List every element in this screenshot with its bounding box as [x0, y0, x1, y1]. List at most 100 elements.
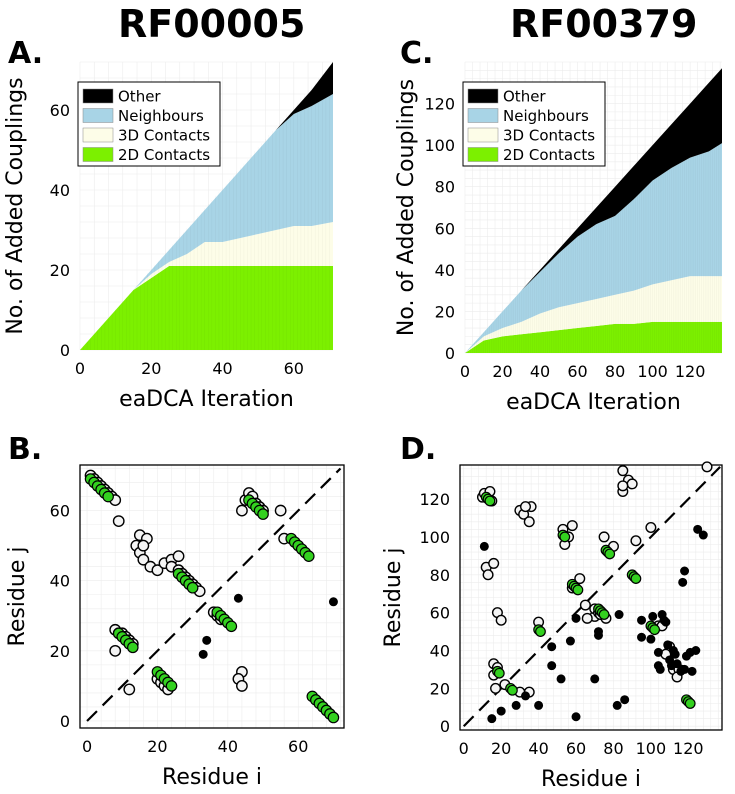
contact-3d-point: [172, 550, 185, 563]
x-tick-label-d: 100: [636, 739, 667, 758]
legend-label-other: Other: [503, 88, 546, 106]
x-tick-label-c: 20: [492, 362, 512, 381]
other-pair-point: [646, 634, 656, 644]
area-3d-contacts-c: [465, 276, 722, 353]
y-tick-label-b: 20: [50, 642, 70, 661]
contact-3d-point: [490, 682, 502, 694]
contact-3d-point: [581, 612, 593, 624]
y-axis-label-a: No. of Added Couplings: [3, 77, 28, 334]
other-pair-point: [678, 577, 688, 587]
contact-3d-point: [630, 535, 642, 547]
contact-2d-point: [302, 550, 315, 562]
area-neighbours-c: [465, 143, 722, 353]
y-tick-label-c: 120: [424, 95, 455, 114]
contact-3d-point: [520, 501, 532, 513]
contact-3d-point: [598, 531, 610, 543]
panel-label-d: D.: [400, 432, 437, 467]
other-pair-point: [590, 674, 600, 684]
other-pair-point: [233, 593, 243, 603]
legend-swatch-neighbours: [82, 108, 114, 123]
legend-label-neighbours: Neighbours: [503, 107, 589, 125]
legend-swatch-other: [82, 88, 114, 104]
contact-3d-point: [123, 683, 136, 696]
legend-swatch-3d-contacts: [467, 127, 499, 143]
other-pair-point: [655, 664, 665, 674]
x-axis-label-d: Residue i: [541, 767, 641, 792]
area-other-c: [465, 68, 722, 353]
legend-swatch-3d-contacts: [82, 127, 114, 143]
x-axis-label-c: eaDCA Iteration: [506, 390, 681, 415]
contact-3d-point: [566, 520, 578, 532]
y-tick-label-d: 0: [440, 717, 450, 736]
other-pair-point: [479, 541, 489, 551]
legend-swatch-neighbours: [467, 108, 499, 123]
y-tick-label-b: 60: [50, 502, 70, 521]
y-tick-label-a: 20: [50, 261, 70, 280]
contact-3d-point: [137, 553, 150, 566]
other-pair-point: [593, 627, 603, 637]
contact-2d-point: [165, 680, 178, 692]
contact-3d-point: [617, 465, 629, 477]
other-pair-point: [693, 524, 703, 534]
contact-2d-point: [257, 508, 269, 520]
other-pair-point: [547, 661, 557, 671]
contact-2d-point: [604, 548, 616, 560]
other-pair-point: [637, 615, 647, 625]
contact-2d-point: [225, 620, 238, 633]
legend-label-2d-contacts: 2D Contacts: [503, 146, 595, 164]
contact-3d-point: [495, 614, 507, 626]
contact-3d-point: [151, 564, 164, 577]
x-tick-label-b: 60: [288, 737, 308, 756]
panel-label-a: A.: [8, 36, 44, 71]
diagonal-line-d: [462, 466, 721, 727]
legend-label-other: Other: [118, 88, 161, 106]
contact-3d-point: [617, 480, 629, 492]
contact-3d-point: [236, 680, 248, 692]
panel-label-b: B.: [8, 432, 43, 467]
area-2d-contacts-c: [465, 321, 722, 353]
other-pair-point: [680, 664, 690, 674]
y-tick-label-c: 20: [435, 302, 455, 321]
other-pair-point: [653, 647, 663, 657]
contact-3d-point: [482, 569, 494, 581]
x-tick-label-d: 80: [603, 739, 623, 758]
x-tick-label-d: 40: [528, 739, 548, 758]
other-pair-point: [698, 530, 708, 540]
contact-2d-point: [493, 667, 505, 679]
other-pair-point: [680, 566, 690, 576]
other-pair-point: [198, 649, 208, 659]
contact-2d-point: [327, 711, 340, 724]
contact-3d-point: [109, 644, 122, 657]
contact-2d-point: [598, 609, 610, 620]
contact-2d-point: [630, 573, 642, 584]
legend-swatch-2d-contacts: [82, 147, 114, 162]
contact-3d-point: [626, 478, 638, 490]
y-tick-label-d: 40: [430, 642, 450, 661]
y-tick-label-d: 80: [430, 566, 450, 585]
frame-b: [79, 464, 345, 729]
contact-2d-point: [484, 495, 496, 507]
other-pair-point: [487, 714, 497, 724]
area-2d-contacts-a: [80, 266, 333, 350]
contact-2d-point: [127, 641, 139, 654]
y-tick-label-b: 0: [60, 712, 70, 731]
other-pair-point: [521, 691, 530, 701]
legend-label-2d-contacts: 2D Contacts: [118, 146, 210, 164]
x-tick-label-c: 40: [530, 362, 550, 381]
contact-2d-point: [684, 698, 696, 709]
contact-3d-point: [488, 557, 500, 569]
x-tick-label-c: 80: [605, 362, 625, 381]
y-tick-label-d: 120: [419, 490, 450, 509]
x-tick-label-b: 40: [218, 737, 238, 756]
title-rf00379: RF00379: [510, 2, 698, 46]
contact-3d-point: [574, 573, 586, 585]
x-tick-label-d: 20: [491, 739, 511, 758]
contact-3d-point: [236, 504, 248, 517]
other-pair-point: [648, 611, 658, 621]
x-tick-label-d: 120: [673, 739, 704, 758]
legend-swatch-other: [467, 88, 499, 104]
legend-label-3d-contacts: 3D Contacts: [503, 127, 595, 145]
x-tick-label-d: 0: [459, 739, 469, 758]
